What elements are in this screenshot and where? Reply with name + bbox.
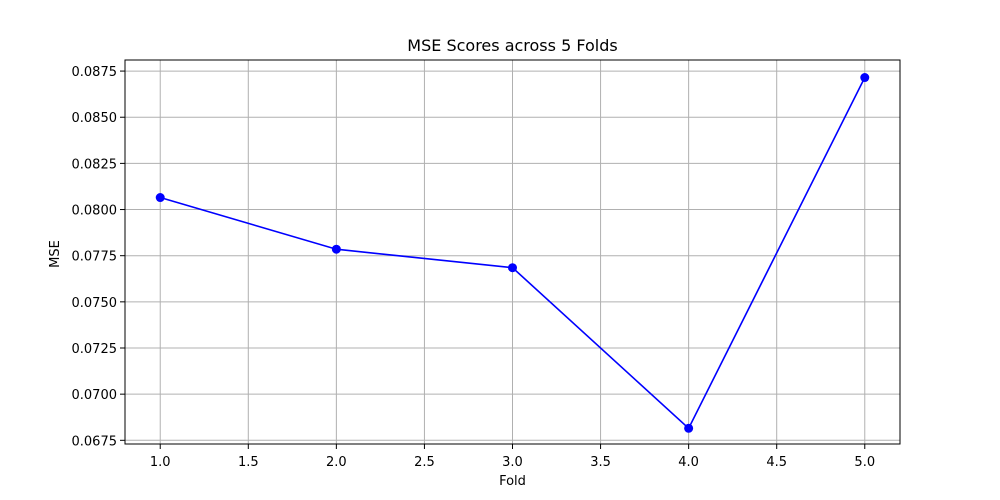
y-tick-label: 0.0725: [72, 342, 118, 357]
grid: [125, 60, 900, 444]
axes: [120, 59, 901, 449]
x-axis-label: Fold: [499, 474, 526, 489]
y-tick-label: 0.0700: [72, 388, 118, 403]
x-tick-label: 4.0: [678, 455, 699, 470]
y-tick-label: 0.0850: [72, 111, 118, 126]
x-tick-label: 1.0: [150, 455, 171, 470]
data-point: [508, 263, 517, 273]
data-point: [684, 423, 694, 433]
x-tick-label: 3.5: [590, 455, 611, 470]
data-point: [860, 73, 870, 83]
data-point: [331, 244, 341, 254]
y-axis-label: MSE: [48, 240, 63, 268]
y-tick-label: 0.0775: [72, 250, 118, 265]
y-tick-label: 0.0675: [72, 434, 118, 449]
x-tick-label: 1.5: [238, 455, 259, 470]
y-tick-label: 0.0875: [72, 65, 118, 80]
tick-labels: 1.0 1.5 2.0 2.5 3.0 3.5 4.0 4.5 5.0 0.0675 0.0700 0…: [72, 65, 876, 470]
y-tick-label: 0.0800: [72, 204, 118, 219]
x-tick-label: 3.0: [502, 455, 523, 470]
x-tick-label: 2.0: [326, 455, 347, 470]
data-series: [155, 73, 870, 433]
plot-frame: [124, 59, 901, 445]
data-point: [155, 193, 165, 203]
chart-title: MSE Scores across 5 Folds: [407, 36, 617, 55]
x-tick-label: 5.0: [854, 455, 875, 470]
y-tick-label: 0.0825: [72, 157, 118, 172]
y-tick-label: 0.0750: [72, 296, 118, 311]
x-tick-label: 2.5: [414, 455, 435, 470]
x-tick-label: 4.5: [766, 455, 787, 470]
